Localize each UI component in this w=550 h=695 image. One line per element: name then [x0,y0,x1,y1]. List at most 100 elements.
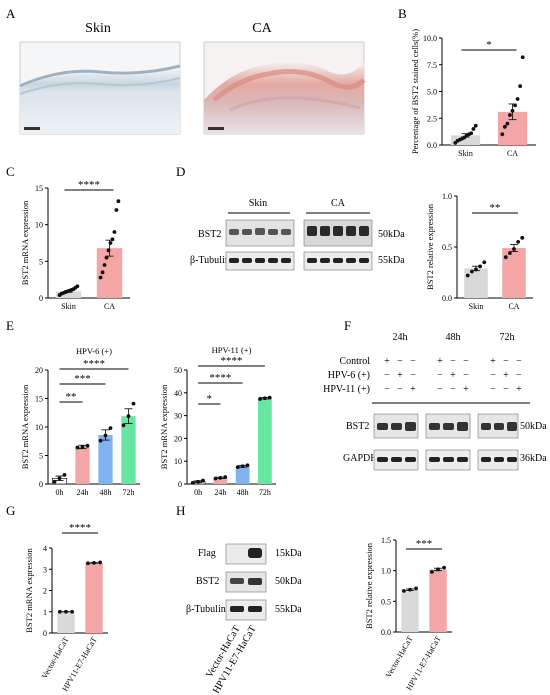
data-point [70,609,74,614]
panel-letter-e: E [6,318,14,333]
y-tick-label: 0 [39,294,43,303]
significance-label: **** [83,358,105,370]
blot-f-row-control: Control [339,356,370,367]
y-axis-label: BST2 mRNA expression [24,547,34,632]
y-tick-label: 2.5 [427,114,437,123]
y-tick-label: 0.5 [442,243,452,252]
blot-f-sign: − [463,356,469,367]
data-point [515,97,520,101]
chart-d: 0.0 0.5 1.0 BST2 relative expression Skin CA *… [425,192,533,311]
panel-a-skin-label: Skin [85,21,111,36]
blot-d-group-ca: CA [331,198,346,209]
data-point [223,475,228,480]
data-point [64,609,68,614]
x-tick-label: CA [507,149,518,158]
x-tick-label: 24h [214,488,226,497]
data-point [482,260,487,265]
data-point [98,438,103,443]
data-point [108,426,113,431]
x-tick-label: 0h [56,488,64,497]
blot-h-row-tubulin: β-Tubulin [186,604,226,615]
data-point [52,479,57,484]
bar [57,611,75,633]
chart-title: HPV-11 (+) [212,345,252,355]
x-tick-label: 0h [194,488,202,497]
chart-e1: 0 5 10 15 20 BST2 mRNA expression 0h 24h 48h 72h *… [20,346,140,497]
significance-label: *** [416,538,433,550]
bar [235,466,250,484]
bar [429,569,447,632]
data-point [114,208,119,212]
blot-f-sign: + [503,370,509,381]
y-tick-label: 40 [174,389,182,398]
blot-d-kda-55: 55kDa [378,255,405,266]
data-point [507,251,512,256]
data-point [442,565,446,570]
x-tick-label: 72h [123,488,135,497]
y-tick-label: 1.0 [381,567,391,576]
blot-f-sign-grid: + − −− + −− − ++ − −− + −− − ++ − −− + −− − + [384,356,522,395]
y-tick-label: 20 [174,434,182,443]
data-point [414,586,418,591]
data-point [218,475,223,480]
data-point [474,267,478,272]
y-tick-label: 10 [174,457,182,466]
y-tick-label: 10.0 [423,34,437,43]
data-point [100,270,105,275]
bar [98,434,113,484]
data-point [121,423,126,428]
significance-label: **** [69,522,91,534]
y-tick-label: 30 [174,412,182,421]
blot-f-time-48h: 48h [446,332,461,343]
chart-e2: 0 10 20 30 40 50 BST2 mRNA expression 0h 24h 48h 7… [159,345,276,497]
data-point [80,445,85,449]
blot-f-sign: − [490,384,496,395]
blot-f-sign: + [450,370,456,381]
data-point [262,396,267,401]
data-point [201,478,205,483]
data-point [510,108,515,113]
blot-f-sign: − [384,384,390,395]
y-tick-label: 1.5 [381,536,391,545]
y-axis-label: BST2 mRNA expression [20,384,30,469]
data-point [104,255,109,260]
y-axis-label: Percentage of BST2 stained cells(%) [410,29,420,154]
data-point [196,479,201,484]
data-point [92,560,96,565]
data-point [58,609,62,614]
data-point [108,241,113,245]
y-axis-label: BST2 relative expression [364,542,374,629]
data-point [103,433,108,438]
data-point [508,113,512,117]
data-point [57,476,62,481]
blot-f-sign: + [410,384,416,395]
blot-h-kda-15: 15kDa [275,548,302,559]
bar [401,589,419,632]
data-point [102,263,107,267]
data-point [235,465,240,470]
data-point [518,84,523,89]
data-point [75,445,80,450]
data-point [85,443,90,448]
data-point [503,255,508,260]
data-point [191,480,196,485]
bar [75,446,90,484]
data-point [512,247,516,251]
data-point [98,560,102,565]
data-point [106,248,111,253]
data-point [112,230,117,234]
data-point [513,103,517,108]
chart-h: 0.0 0.5 1.0 1.5 BST2 relative expression Vect… [364,536,452,692]
bar [502,248,526,298]
x-tick-label: Skin [458,149,473,158]
blot-f-sign: − [397,356,403,367]
y-tick-label: 7.5 [427,61,437,70]
bar [121,416,136,484]
y-tick-label: 0 [43,629,47,638]
y-tick-label: 5 [39,257,43,266]
blot-f-sign: + [397,370,403,381]
blot-h-image [225,543,267,621]
blot-f-row-bst2: BST2 [346,421,369,432]
blot-f-sign: − [516,356,522,367]
